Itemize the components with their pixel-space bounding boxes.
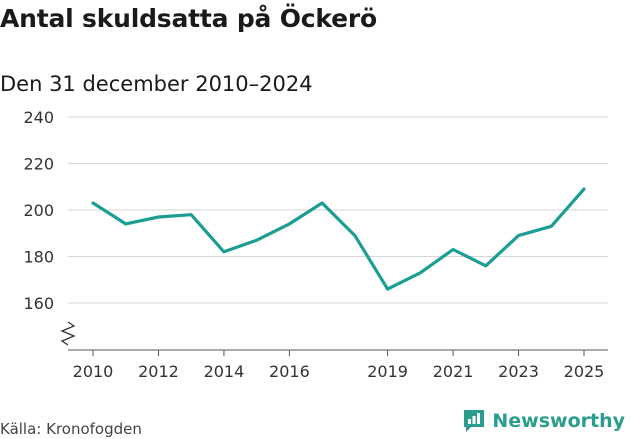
y-axis-ticks: 160 180 200 220 240 [23, 108, 54, 313]
y-tick-label: 200 [23, 201, 54, 220]
series-line [91, 187, 586, 291]
axis-break-mark [60, 321, 76, 346]
chart-title: Antal skuldsatta på Öckerö [0, 4, 377, 33]
x-axis-ticks: 2010 2012 2014 2016 2019 2021 2023 2025 [73, 350, 605, 381]
x-tick-label: 2023 [498, 362, 539, 381]
source-note: Källa: Kronofogden [0, 420, 142, 438]
x-tick-label: 2010 [73, 362, 114, 381]
x-tick-label: 2016 [269, 362, 310, 381]
chart-subtitle: Den 31 december 2010–2024 [0, 72, 313, 96]
x-tick-label: 2021 [433, 362, 474, 381]
series-line-layer [91, 187, 586, 291]
x-tick-label: 2014 [204, 362, 245, 381]
y-tick-label: 220 [23, 155, 54, 174]
grid-lines [68, 116, 608, 304]
newsworthy-logo-icon [464, 410, 485, 432]
y-tick-label: 160 [23, 294, 54, 313]
brand-name: Newsworthy [492, 410, 625, 432]
y-tick-label: 180 [23, 248, 54, 267]
x-tick-label: 2012 [138, 362, 179, 381]
y-tick-label: 240 [23, 108, 54, 127]
line-chart: 160 180 200 220 240 2010 2012 2014 2016 2019 2021… [23, 108, 608, 381]
x-tick-label: 2019 [367, 362, 408, 381]
x-tick-label: 2025 [564, 362, 605, 381]
x-axis [60, 321, 608, 351]
brand-logo: Newsworthy [462, 408, 625, 434]
